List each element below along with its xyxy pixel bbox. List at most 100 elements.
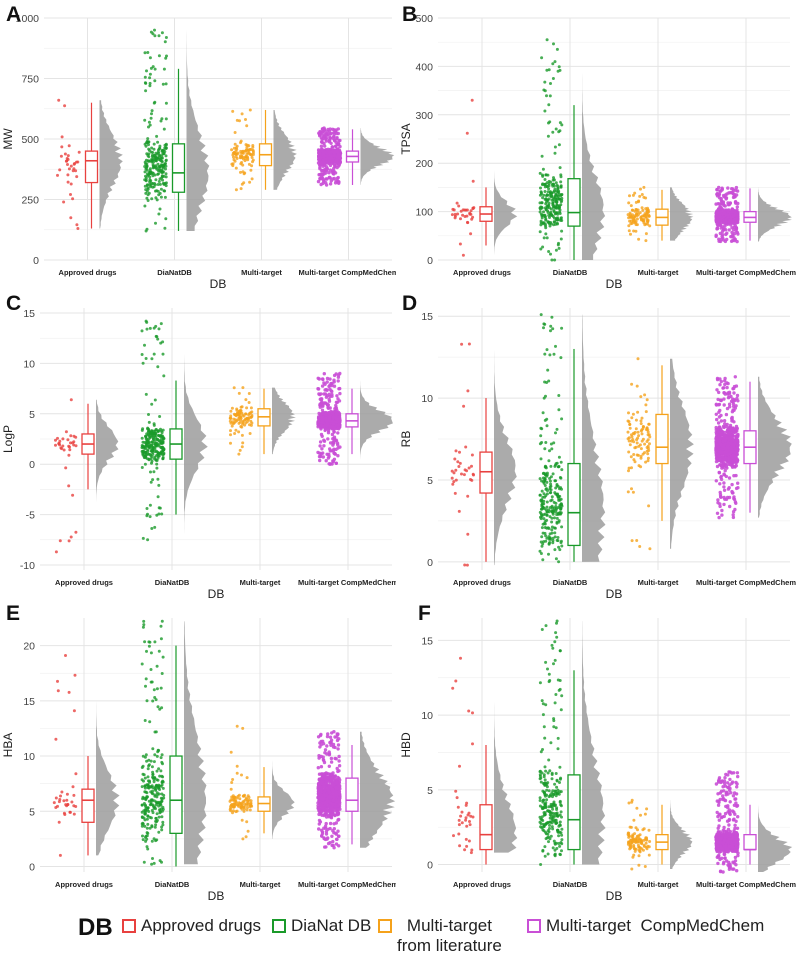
data-point	[548, 68, 551, 71]
data-point	[645, 213, 648, 216]
data-point	[164, 168, 167, 171]
data-point	[724, 228, 727, 231]
data-point	[540, 56, 543, 59]
data-point	[249, 416, 252, 419]
data-point	[547, 553, 550, 556]
data-point	[157, 213, 160, 216]
data-point	[326, 437, 329, 440]
data-point	[558, 465, 561, 468]
data-point	[539, 442, 542, 445]
data-point	[147, 810, 150, 813]
data-point	[151, 765, 154, 768]
data-point	[153, 457, 156, 460]
data-point	[560, 488, 563, 491]
data-point	[144, 76, 147, 79]
data-point	[152, 778, 155, 781]
data-point	[142, 362, 145, 365]
data-point	[231, 407, 234, 410]
data-point	[451, 208, 454, 211]
data-point	[459, 217, 462, 220]
x-tick-label: Multi-target	[638, 268, 679, 277]
data-point	[627, 490, 630, 493]
data-point	[238, 392, 241, 395]
data-point	[546, 424, 549, 427]
data-point	[64, 803, 67, 806]
data-point	[641, 193, 644, 196]
data-point	[244, 118, 247, 121]
data-point	[141, 804, 144, 807]
data-point	[552, 441, 555, 444]
data-point	[152, 437, 155, 440]
data-point	[327, 453, 330, 456]
data-point	[143, 441, 146, 444]
data-point	[67, 454, 70, 457]
data-point	[640, 457, 643, 460]
data-point	[466, 495, 469, 498]
data-point	[629, 443, 632, 446]
data-point	[469, 232, 472, 235]
data-point	[557, 207, 560, 210]
data-point	[728, 391, 731, 394]
data-point	[560, 541, 563, 544]
data-point	[720, 513, 723, 516]
data-point	[64, 153, 67, 156]
data-point	[68, 811, 71, 814]
data-point	[234, 418, 237, 421]
y-tick-label: 250	[21, 195, 39, 207]
data-point	[716, 501, 719, 504]
data-point	[165, 36, 168, 39]
data-point	[557, 191, 560, 194]
data-point	[238, 119, 241, 122]
data-point	[153, 753, 156, 756]
data-point	[147, 767, 150, 770]
data-point	[731, 429, 734, 432]
data-point	[325, 419, 328, 422]
data-point	[150, 462, 153, 465]
data-point	[73, 709, 76, 712]
data-point	[547, 380, 550, 383]
data-point	[241, 434, 244, 437]
data-point	[323, 440, 326, 443]
data-point	[539, 494, 542, 497]
data-point	[637, 357, 640, 360]
data-point	[550, 521, 553, 524]
data-point	[230, 422, 233, 425]
data-point	[322, 158, 325, 161]
data-point	[542, 89, 545, 92]
data-point	[716, 398, 719, 401]
data-point	[150, 112, 153, 115]
data-point	[55, 550, 58, 553]
data-point	[627, 451, 630, 454]
box-iqr	[656, 414, 668, 463]
data-point	[160, 163, 163, 166]
data-point	[241, 164, 244, 167]
data-point	[154, 446, 157, 449]
data-point	[245, 124, 248, 127]
data-point	[720, 478, 723, 481]
data-point	[460, 210, 463, 213]
data-point	[559, 219, 562, 222]
data-point	[159, 177, 162, 180]
y-axis-title: HBA	[1, 733, 15, 758]
data-point	[60, 155, 63, 158]
data-point	[720, 202, 723, 205]
data-point	[554, 431, 557, 434]
data-point	[146, 827, 149, 830]
data-point	[240, 774, 243, 777]
data-point	[60, 145, 63, 148]
data-point	[734, 450, 737, 453]
data-point	[554, 493, 557, 496]
data-point	[635, 201, 638, 204]
data-point	[632, 413, 635, 416]
data-point	[544, 441, 547, 444]
data-point	[58, 168, 61, 171]
data-point	[722, 446, 725, 449]
data-point	[245, 406, 248, 409]
data-point	[165, 117, 168, 120]
data-point	[229, 410, 232, 413]
data-point	[145, 677, 148, 680]
data-point	[165, 147, 168, 150]
data-point	[724, 469, 727, 472]
data-point	[75, 223, 78, 226]
